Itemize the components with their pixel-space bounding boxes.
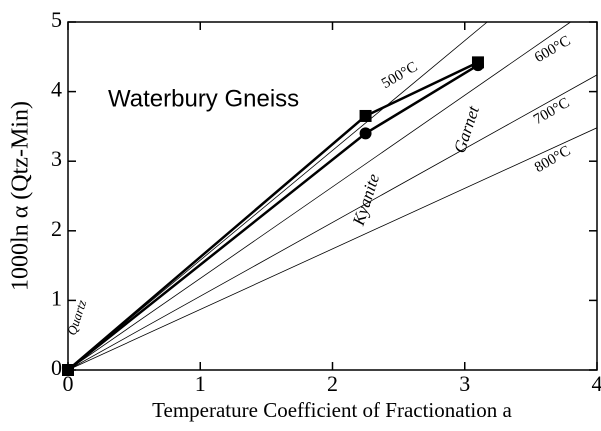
y-tick-label: 5 — [51, 7, 62, 32]
x-tick-label: 4 — [592, 371, 601, 396]
marker — [359, 127, 372, 140]
marker — [359, 109, 372, 122]
isotherm — [68, 74, 597, 370]
y-tick-label: 3 — [51, 146, 62, 171]
y-tick-label: 2 — [51, 216, 62, 241]
x-tick-label: 3 — [459, 371, 470, 396]
x-tick-label: 2 — [327, 371, 338, 396]
mineral-label: Garnet — [450, 102, 483, 155]
mineral-label: Kyanite — [349, 171, 384, 229]
isotherm — [68, 22, 488, 370]
marker — [471, 59, 484, 72]
y-axis-label: 1000ln α (Qtz-Min) — [8, 101, 34, 291]
x-axis-label: Temperature Coefficient of Fractionation… — [152, 398, 512, 422]
plot-frame — [67, 21, 598, 371]
annotation: Waterbury Gneiss — [108, 85, 299, 112]
isotherm-label: 500°C — [379, 59, 420, 92]
x-tick-label: 0 — [63, 371, 74, 396]
x-tick-label: 1 — [195, 371, 206, 396]
y-tick-label: 0 — [51, 355, 62, 380]
y-tick-label: 4 — [51, 77, 62, 102]
isotherm — [68, 127, 597, 370]
isotherm-label: 600°C — [532, 33, 573, 66]
y-tick-label: 1 — [51, 285, 62, 310]
isotherm — [68, 22, 571, 370]
